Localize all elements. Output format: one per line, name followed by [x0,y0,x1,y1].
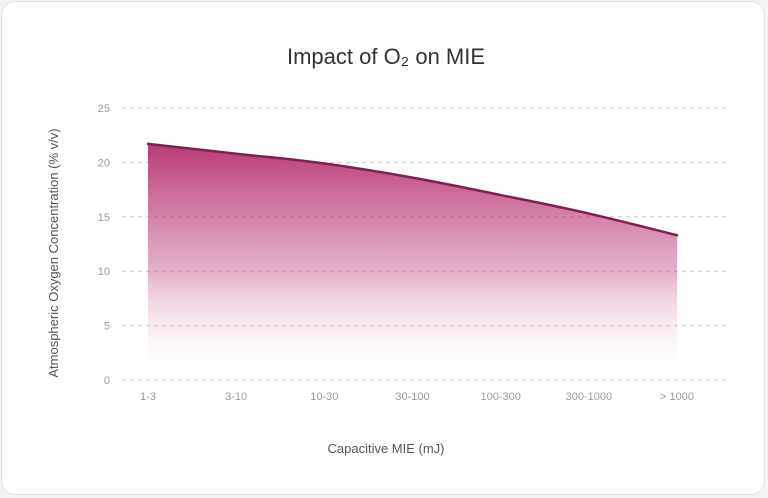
x-tick-label: 10-30 [310,391,338,403]
x-tick-label: 3-10 [225,391,247,403]
y-axis-ticks: 0 5 10 15 20 25 [98,103,110,387]
series-line [146,142,679,237]
x-axis-label: Capacitive MIE (mJ) [327,441,444,456]
y-tick-label: 10 [98,266,110,278]
x-tick-label: 300-1000 [566,391,613,403]
y-tick-label: 15 [98,212,110,224]
x-tick-label: 100-300 [480,391,520,403]
y-tick-label: 25 [98,103,110,115]
y-tick-label: 20 [98,157,110,169]
y-tick-label: 0 [104,375,110,387]
x-axis-ticks: 1-3 3-10 10-30 30-100 100-300 300-1000 > 1000 [140,391,694,403]
y-tick-label: 5 [104,321,110,333]
chart-title: Impact of O₂ on MIE [287,44,485,69]
x-tick-label: > 1000 [660,391,694,403]
x-tick-label: 1-3 [140,391,156,403]
area-fill [148,143,677,380]
y-axis-label: Atmospheric Oxygen Concentration (% v/v) [46,128,61,377]
x-tick-label: 30-100 [395,391,429,403]
